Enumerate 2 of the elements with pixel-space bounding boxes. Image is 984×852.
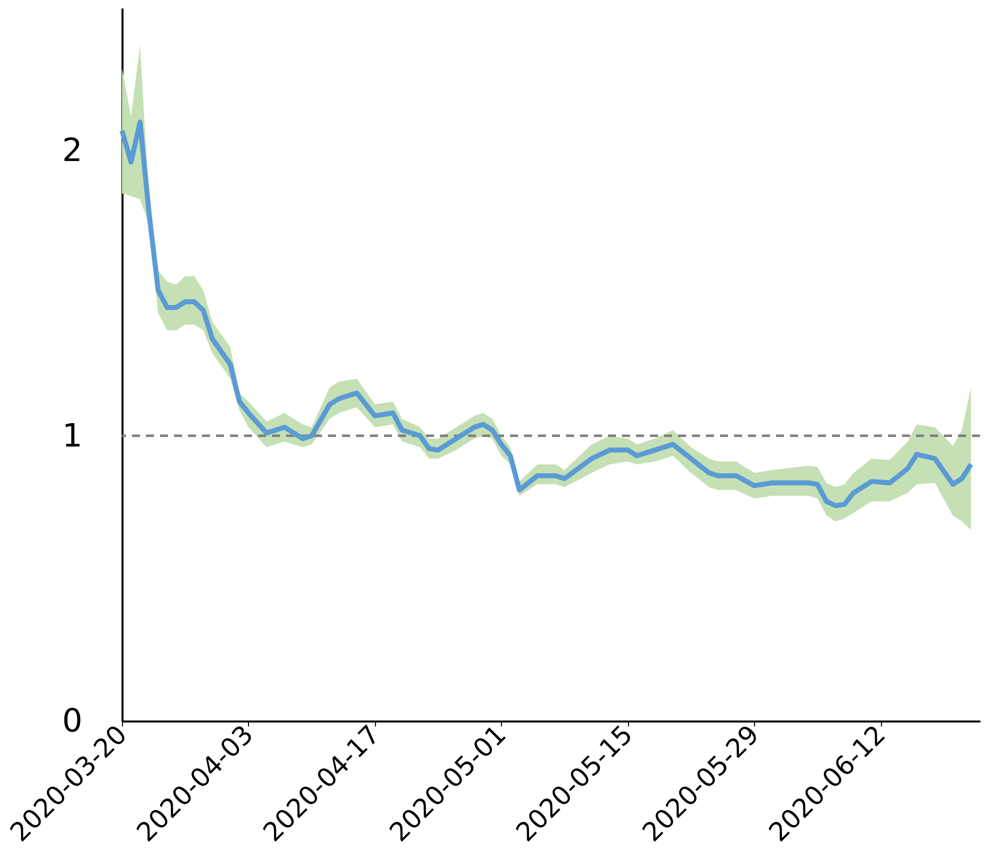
y-tick-label: 1 xyxy=(62,416,82,454)
y-tick-label: 2 xyxy=(62,131,82,170)
